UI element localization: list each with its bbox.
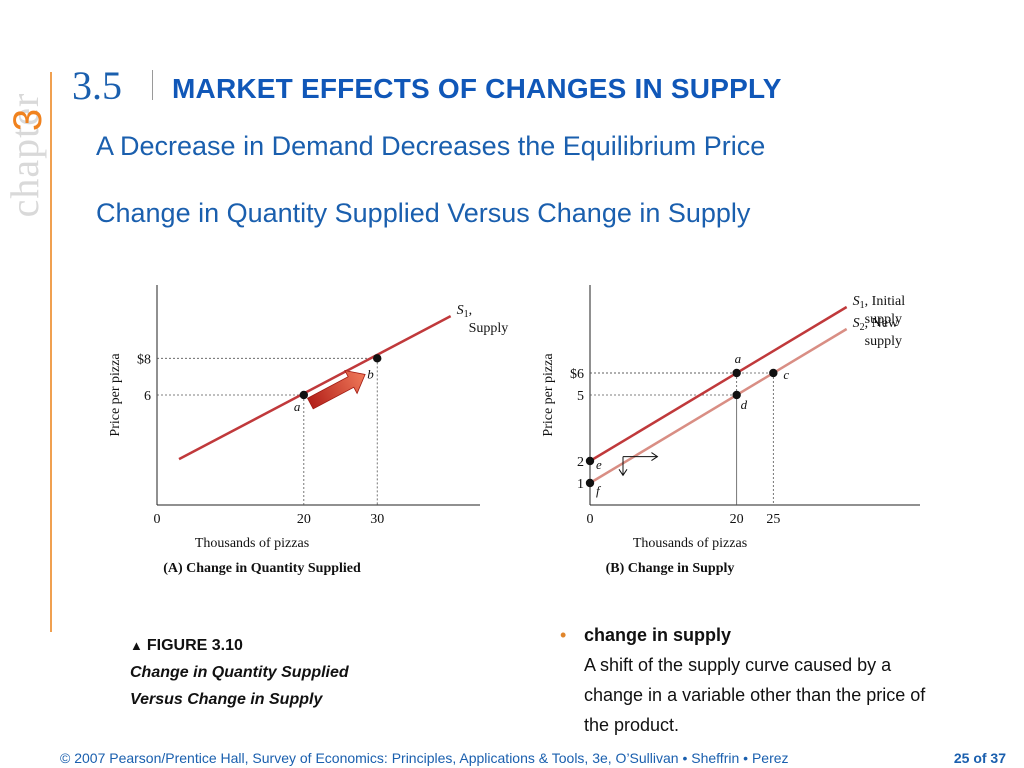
panel-b-series-label-line2-2: supply	[865, 334, 902, 349]
panel-b-point-f	[585, 478, 595, 488]
panel-a-supply-line-1	[178, 315, 452, 461]
panel-a-y-axis-label: Price per pizza	[108, 353, 123, 437]
panel-b-point-label-a: a	[735, 351, 742, 366]
panel-a-x-tick: 30	[370, 512, 384, 527]
panel-b-x-tick: 25	[766, 512, 780, 527]
panel-b-x-axis-label: Thousands of pizzas	[633, 536, 747, 551]
panel-a-x-tick: 20	[297, 512, 311, 527]
panel-a-x-tick: 0	[154, 512, 161, 527]
panel-a-point-b	[373, 354, 382, 363]
panel-b-x-tick: 0	[587, 512, 594, 527]
panel-b-y-tick: $6	[570, 367, 584, 382]
footer: © 2007 Pearson/Prentice Hall, Survey of …	[60, 748, 1020, 768]
panel-b-y-tick: 5	[577, 389, 584, 404]
copyright-text: © 2007 Pearson/Prentice Hall, Survey of …	[60, 750, 789, 766]
panel-b-point-label-d: d	[741, 397, 748, 412]
subtitle-demand: A Decrease in Demand Decreases the Equil…	[96, 131, 766, 161]
figure-label: FIGURE 3.10	[146, 637, 243, 654]
page-number: 25 of 37	[953, 750, 1006, 766]
panel-b-y-tick: 1	[577, 477, 584, 492]
panel-b-point-label-f: f	[596, 483, 602, 498]
arrow-shape	[307, 369, 366, 410]
panel-b-point-label-c: c	[783, 367, 789, 382]
panel-a-y-tick: $8	[137, 352, 151, 367]
section-title: MARKET EFFECTS OF CHANGES IN SUPPLY	[172, 73, 782, 104]
title-separator	[152, 70, 153, 100]
figure-title-line-2: Versus Change in Supply	[130, 691, 323, 708]
definition-text: A shift of the supply curve caused by a …	[584, 655, 926, 735]
section-number: 3.5	[72, 63, 122, 108]
panel-a-series-label-1: S1,	[457, 303, 473, 320]
sidebar-divider	[50, 72, 52, 632]
panel-b-point-a	[732, 368, 741, 378]
panel-a-point-label-a: a	[294, 399, 301, 414]
panel-b-point-c	[769, 368, 778, 378]
figure-title-line-1: Change in Quantity Supplied	[130, 664, 349, 681]
panel-a-series-label-line2-1: Supply	[469, 321, 509, 336]
panel-b-x-tick: 20	[730, 512, 744, 527]
triangle-icon: ▲	[130, 638, 143, 653]
panel-a-x-axis-label: Thousands of pizzas	[195, 536, 309, 551]
panel-b-y-axis-label: Price per pizza	[541, 353, 556, 437]
panel-b-shift-arrowhead-down	[618, 469, 628, 477]
panel-b-point-label-e: e	[596, 457, 602, 472]
panel-a-point-a	[299, 390, 309, 400]
panel-b-shift-arrowhead-right	[651, 452, 659, 462]
figure-caption: ▲ FIGURE 3.10 Change in Quantity Supplied…	[130, 632, 349, 713]
subtitle-supply: Change in Quantity Supplied Versus Chang…	[96, 198, 751, 228]
panel-b-supply-line-2	[589, 327, 848, 485]
panel-b-series-label-line2-1: supply	[865, 312, 902, 327]
definition-term: change in supply	[584, 625, 732, 645]
panel-b-point-e	[585, 456, 595, 466]
panel-b-point-d	[732, 390, 741, 400]
panel-a-y-tick: 6	[144, 389, 151, 404]
bullet-icon: •	[560, 625, 567, 645]
panel-b-series-label-2: S2, New	[853, 316, 899, 333]
panel-b-series-label-1: S1, Initial	[853, 294, 906, 311]
movement-arrow-icon	[307, 369, 366, 410]
panel-b-supply-line-1	[589, 305, 848, 463]
panel-a-point-label-b: b	[367, 366, 374, 381]
panel-b-y-tick: 2	[577, 455, 584, 470]
panel-b-title: (B) Change in Supply	[606, 561, 735, 576]
panel-a-title: (A) Change in Quantity Supplied	[163, 561, 361, 576]
